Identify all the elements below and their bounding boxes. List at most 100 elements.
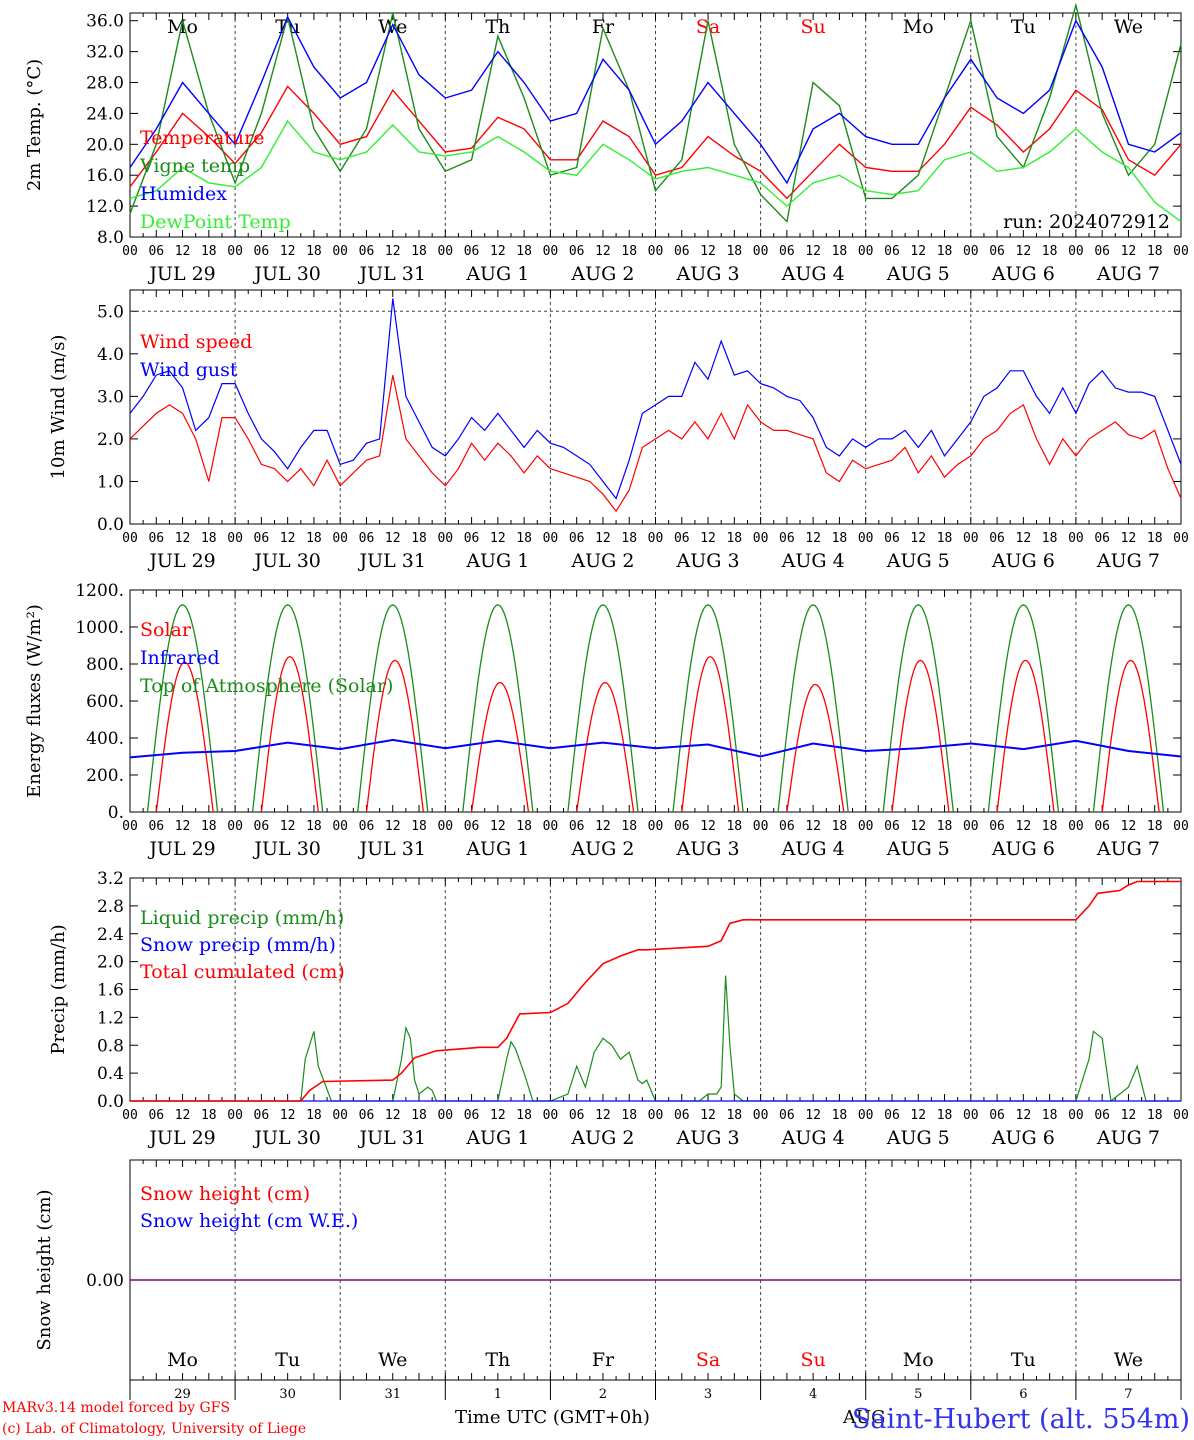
hour-label: 00 — [437, 1108, 453, 1123]
hour-label: 00 — [437, 819, 453, 834]
legend-entry: Snow height (cm) — [140, 1183, 310, 1205]
hour-label: 06 — [1094, 1108, 1110, 1123]
hour-label: 00 — [858, 531, 874, 546]
hour-label: 06 — [989, 819, 1005, 834]
legend-entry: Top of Atmosphere (Solar) — [140, 675, 393, 697]
run-label: run: 2024072912 — [1003, 211, 1170, 233]
date-label: AUG 7 — [1096, 838, 1160, 860]
hour-label: 12 — [805, 244, 821, 259]
overlap-month-label: AUG — [842, 1407, 886, 1428]
hour-label: 12 — [280, 1108, 296, 1123]
date-label: AUG 5 — [886, 550, 950, 572]
y-axis-label: Energy fluxes (W/m²) — [24, 604, 45, 798]
hour-label: 18 — [201, 1108, 217, 1123]
hour-label: 18 — [306, 1108, 322, 1123]
hour-label: 06 — [569, 1108, 585, 1123]
hour-label: 06 — [884, 531, 900, 546]
hour-label: 12 — [1016, 1108, 1032, 1123]
hour-label: 06 — [779, 819, 795, 834]
station-name: Saint-Hubert (alt. 554m) — [852, 1404, 1190, 1435]
chart-panels: 8.012.016.020.024.028.032.036.02m Temp. … — [24, 2, 1189, 1402]
date-label: AUG 1 — [465, 1127, 529, 1149]
hour-label: 00 — [753, 1108, 769, 1123]
hour-label: 12 — [910, 531, 926, 546]
hour-label: 18 — [832, 244, 848, 259]
hour-label: 00 — [1068, 1108, 1084, 1123]
hour-label: 12 — [595, 531, 611, 546]
date-label: AUG 4 — [781, 263, 845, 285]
y-tick-label: 5.0 — [97, 302, 124, 322]
hour-label: 00 — [332, 819, 348, 834]
hour-label: 06 — [569, 819, 585, 834]
weekday-label: Tu — [1011, 16, 1036, 38]
hour-label: 00 — [963, 531, 979, 546]
series-line — [155, 655, 1160, 813]
hour-label: 06 — [884, 244, 900, 259]
date-label: AUG 6 — [991, 838, 1055, 860]
hour-label: 00 — [227, 819, 243, 834]
weekday-label: Mo — [903, 16, 934, 38]
hour-label: 18 — [306, 244, 322, 259]
hour-label: 12 — [280, 244, 296, 259]
y-axis-label: Precip (mm/h) — [48, 924, 69, 1054]
hour-label: 12 — [385, 1108, 401, 1123]
hour-label: 18 — [516, 1108, 532, 1123]
hour-label: 06 — [674, 1108, 690, 1123]
hour-label: 00 — [1068, 244, 1084, 259]
hour-label: 18 — [1147, 819, 1163, 834]
date-label: AUG 3 — [676, 1127, 740, 1149]
day-number-label: 6 — [1019, 1387, 1027, 1402]
date-label: JUL 30 — [252, 1127, 320, 1149]
hour-label: 06 — [1094, 531, 1110, 546]
hour-label: 00 — [1068, 531, 1084, 546]
hour-label: 00 — [648, 819, 664, 834]
hour-label: 00 — [122, 819, 138, 834]
y-tick-label: 1000. — [75, 618, 124, 638]
hour-label: 18 — [832, 819, 848, 834]
hour-label: 18 — [621, 1108, 637, 1123]
hour-label: 00 — [227, 531, 243, 546]
hour-label: 18 — [937, 244, 953, 259]
weekday-label: Su — [801, 16, 826, 38]
hour-label: 06 — [989, 244, 1005, 259]
hour-label: 00 — [753, 819, 769, 834]
date-label: AUG 3 — [676, 838, 740, 860]
panel-precip: 0.0 0.4 0.8 1.2 1.6 2.0 2.4 2.8 3.2 Precip (mm/h)… — [48, 869, 1189, 1149]
hour-label: 18 — [621, 819, 637, 834]
hour-label: 18 — [411, 1108, 427, 1123]
hour-label: 18 — [832, 531, 848, 546]
hour-label: 06 — [464, 1108, 480, 1123]
hour-label: 12 — [1121, 531, 1137, 546]
hour-label: 12 — [490, 531, 506, 546]
hour-label: 06 — [674, 531, 690, 546]
hour-label: 06 — [779, 531, 795, 546]
hour-label: 06 — [254, 1108, 270, 1123]
series-line — [129, 298, 1182, 500]
plot-frame — [129, 12, 1182, 238]
hour-label: 00 — [543, 531, 559, 546]
hour-label: 18 — [937, 531, 953, 546]
hour-label: 12 — [805, 531, 821, 546]
weekday-label: We — [1114, 16, 1143, 38]
hour-label: 06 — [359, 244, 375, 259]
hour-label: 00 — [332, 531, 348, 546]
hour-label: 06 — [359, 1108, 375, 1123]
date-label: AUG 4 — [781, 1127, 845, 1149]
day-number-label: 29 — [174, 1387, 191, 1402]
hour-label: 06 — [779, 1108, 795, 1123]
weekday-label: Tu — [1011, 1349, 1036, 1371]
legend-entry: Humidex — [140, 183, 227, 205]
series-line — [129, 738, 1182, 759]
hour-label: 18 — [1042, 1108, 1058, 1123]
y-tick-label: 8.0 — [97, 228, 124, 248]
x-axis-title: Time UTC (GMT+0h) — [455, 1407, 650, 1428]
hour-label: 18 — [201, 531, 217, 546]
y-tick-label: 800. — [86, 655, 124, 675]
hour-label: 00 — [648, 1108, 664, 1123]
hour-label: 00 — [543, 1108, 559, 1123]
hour-label: 18 — [1042, 531, 1058, 546]
y-tick-label: 2.4 — [97, 925, 124, 945]
y-tick-label: 16.0 — [86, 166, 124, 186]
date-label: JUL 29 — [147, 550, 215, 572]
